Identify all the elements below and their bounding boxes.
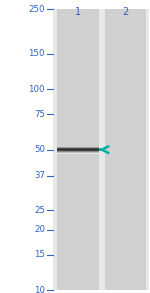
Text: 250: 250 (28, 5, 45, 14)
Text: 1: 1 (75, 7, 81, 17)
FancyBboxPatch shape (105, 9, 146, 290)
Text: 25: 25 (34, 206, 45, 214)
Text: 2: 2 (122, 7, 128, 17)
Text: 50: 50 (34, 145, 45, 154)
Text: 20: 20 (34, 225, 45, 234)
FancyBboxPatch shape (57, 9, 99, 290)
Text: 150: 150 (28, 49, 45, 58)
FancyBboxPatch shape (52, 9, 148, 290)
Text: 100: 100 (28, 85, 45, 94)
Text: 37: 37 (34, 171, 45, 180)
Text: 10: 10 (34, 286, 45, 293)
Text: 75: 75 (34, 110, 45, 119)
Text: 15: 15 (34, 250, 45, 259)
